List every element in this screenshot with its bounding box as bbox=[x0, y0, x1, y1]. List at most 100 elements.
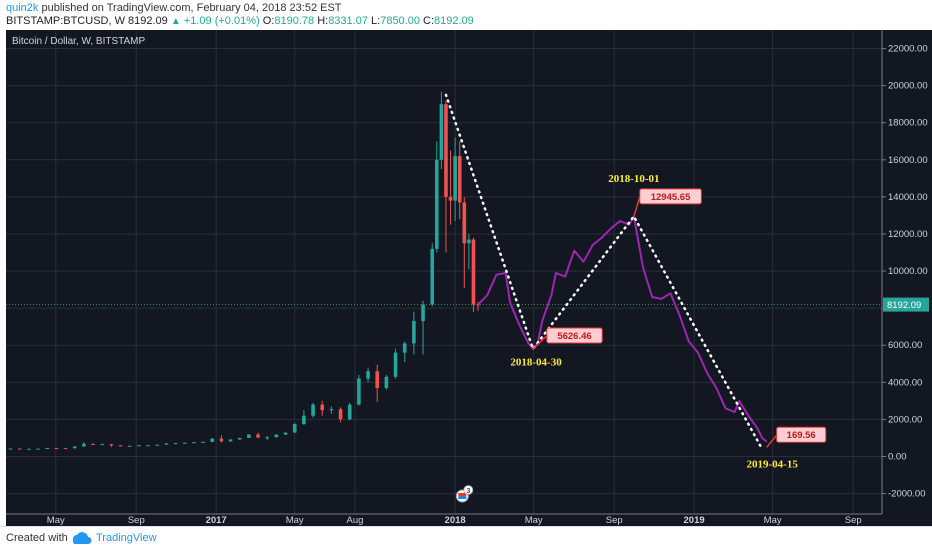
y-tick-label: 12000.00 bbox=[888, 229, 928, 240]
event-count-label: 3 bbox=[466, 488, 470, 495]
x-tick-label: 2019 bbox=[684, 515, 705, 526]
candle-body bbox=[155, 444, 160, 446]
annotation-price-peak-label: 12945.65 bbox=[651, 192, 691, 203]
candle-body bbox=[476, 304, 480, 306]
last-price-tag-label: 8192.09 bbox=[887, 300, 921, 311]
candle-body bbox=[448, 196, 453, 201]
candle-body bbox=[434, 159, 439, 249]
candle-body bbox=[439, 104, 444, 160]
candle-body bbox=[357, 378, 361, 405]
candle-body bbox=[17, 448, 22, 450]
tradingview-brand-link[interactable]: TradingView bbox=[96, 532, 157, 544]
candle-body bbox=[63, 448, 68, 450]
candle-body bbox=[302, 415, 306, 425]
candle-body bbox=[453, 156, 457, 201]
candle-body bbox=[444, 104, 448, 197]
x-tick-label: May bbox=[47, 515, 65, 526]
candle-body bbox=[247, 434, 251, 438]
candle-body bbox=[137, 445, 141, 447]
y-tick-label: 14000.00 bbox=[888, 192, 928, 203]
x-tick-label: Aug bbox=[347, 515, 364, 526]
candle-body bbox=[366, 371, 370, 379]
y-tick-label: 0.00 bbox=[888, 452, 907, 463]
candle-body bbox=[173, 443, 178, 445]
candle-body bbox=[462, 202, 467, 244]
candle-body bbox=[237, 437, 242, 440]
annotation-price-peak-box bbox=[639, 188, 702, 205]
candle-body bbox=[164, 443, 169, 445]
candle-body bbox=[8, 448, 13, 450]
event-flag-stripe bbox=[458, 493, 467, 496]
low-value: 7850.00 bbox=[380, 15, 420, 27]
candle-body bbox=[72, 446, 77, 449]
candle-body bbox=[210, 438, 215, 442]
candle-body bbox=[118, 445, 123, 447]
candle-body bbox=[430, 248, 435, 305]
candle-body bbox=[182, 442, 187, 444]
candle-body bbox=[228, 439, 233, 442]
x-tick-label: Sep bbox=[128, 515, 145, 526]
annotation-price-end-pointer bbox=[766, 434, 778, 448]
candle-body bbox=[457, 156, 462, 203]
annotation-price-trough-pointer bbox=[532, 335, 548, 350]
candle-body bbox=[347, 404, 352, 420]
open-value: 8190.78 bbox=[274, 15, 315, 27]
x-tick-label: May bbox=[764, 515, 782, 526]
event-flag-stripe bbox=[458, 496, 467, 499]
created-with-label: Created with bbox=[6, 532, 68, 544]
candle-body bbox=[146, 445, 150, 447]
up-triangle-icon: ▲ bbox=[170, 16, 181, 27]
y-tick-label: 4000.00 bbox=[888, 377, 922, 388]
symbol-line: BITSTAMP:BTCUSD, W 8192.09 ▲ +1.09 (+0.0… bbox=[6, 15, 474, 27]
symbol-name: BITSTAMP:BTCUSD, W bbox=[6, 15, 125, 27]
candle-body bbox=[467, 239, 471, 244]
candle-body bbox=[127, 445, 132, 447]
high-value: 8331.07 bbox=[328, 15, 368, 27]
candle-body bbox=[412, 321, 416, 344]
last-price-tag bbox=[883, 297, 929, 312]
x-tick-label: 2018 bbox=[445, 515, 466, 526]
candle-body bbox=[265, 437, 270, 439]
annotation-price-end-label: 169.56 bbox=[787, 430, 816, 441]
price-chart[interactable]: 22000.00 20000.00 18000.00 16000.00 14000.00… bbox=[6, 30, 932, 526]
close-label: C: bbox=[423, 15, 435, 27]
published-text: published on TradingView.com, February 0… bbox=[41, 2, 342, 14]
candle-body bbox=[91, 443, 95, 445]
candle-body bbox=[109, 444, 114, 446]
tradingview-logo-icon[interactable] bbox=[70, 531, 92, 545]
candle-body bbox=[320, 404, 325, 411]
y-tick-label: 10000.00 bbox=[888, 266, 928, 277]
candle-body bbox=[201, 441, 205, 443]
y-tick-label: 2000.00 bbox=[888, 414, 922, 425]
annotation-date-trough: 2018-04-30 bbox=[510, 357, 562, 369]
author-link[interactable]: quin2k bbox=[6, 2, 39, 14]
publication-line: quin2k published on TradingView.com, Feb… bbox=[6, 2, 342, 14]
chart-title: Bitcoin / Dollar, W, BITSTAMP bbox=[12, 36, 146, 47]
candle-body bbox=[45, 448, 50, 450]
low-label: L: bbox=[371, 15, 381, 27]
open-label: O: bbox=[262, 15, 275, 27]
annotation-price-trough-label: 5626.46 bbox=[557, 331, 591, 342]
y-tick-label: 18000.00 bbox=[888, 118, 928, 129]
candle-body bbox=[375, 371, 380, 388]
candle-body bbox=[292, 424, 297, 433]
candle-body bbox=[192, 442, 196, 444]
y-tick-label: 22000.00 bbox=[888, 44, 928, 55]
y-tick-label: -2000.00 bbox=[888, 489, 926, 500]
candle-body bbox=[283, 432, 288, 435]
chart-panel[interactable]: 22000.00 20000.00 18000.00 16000.00 14000.00… bbox=[6, 30, 932, 526]
x-tick-label: May bbox=[286, 515, 304, 526]
y-tick-label: 20000.00 bbox=[888, 81, 928, 92]
candle-body bbox=[393, 352, 398, 377]
candle-body bbox=[421, 304, 425, 322]
last-price: 8192.09 bbox=[128, 15, 168, 27]
footer-bar: Created with TradingView bbox=[0, 526, 932, 551]
candle-body bbox=[100, 444, 105, 446]
candle-body bbox=[471, 239, 476, 305]
candle-body bbox=[384, 376, 389, 388]
x-tick-label: 2017 bbox=[206, 515, 227, 526]
candle-body bbox=[329, 409, 334, 411]
x-tick-label: Sep bbox=[845, 515, 862, 526]
candle-body bbox=[256, 434, 260, 438]
annotation-date-peak: 2018-10-01 bbox=[608, 173, 659, 185]
